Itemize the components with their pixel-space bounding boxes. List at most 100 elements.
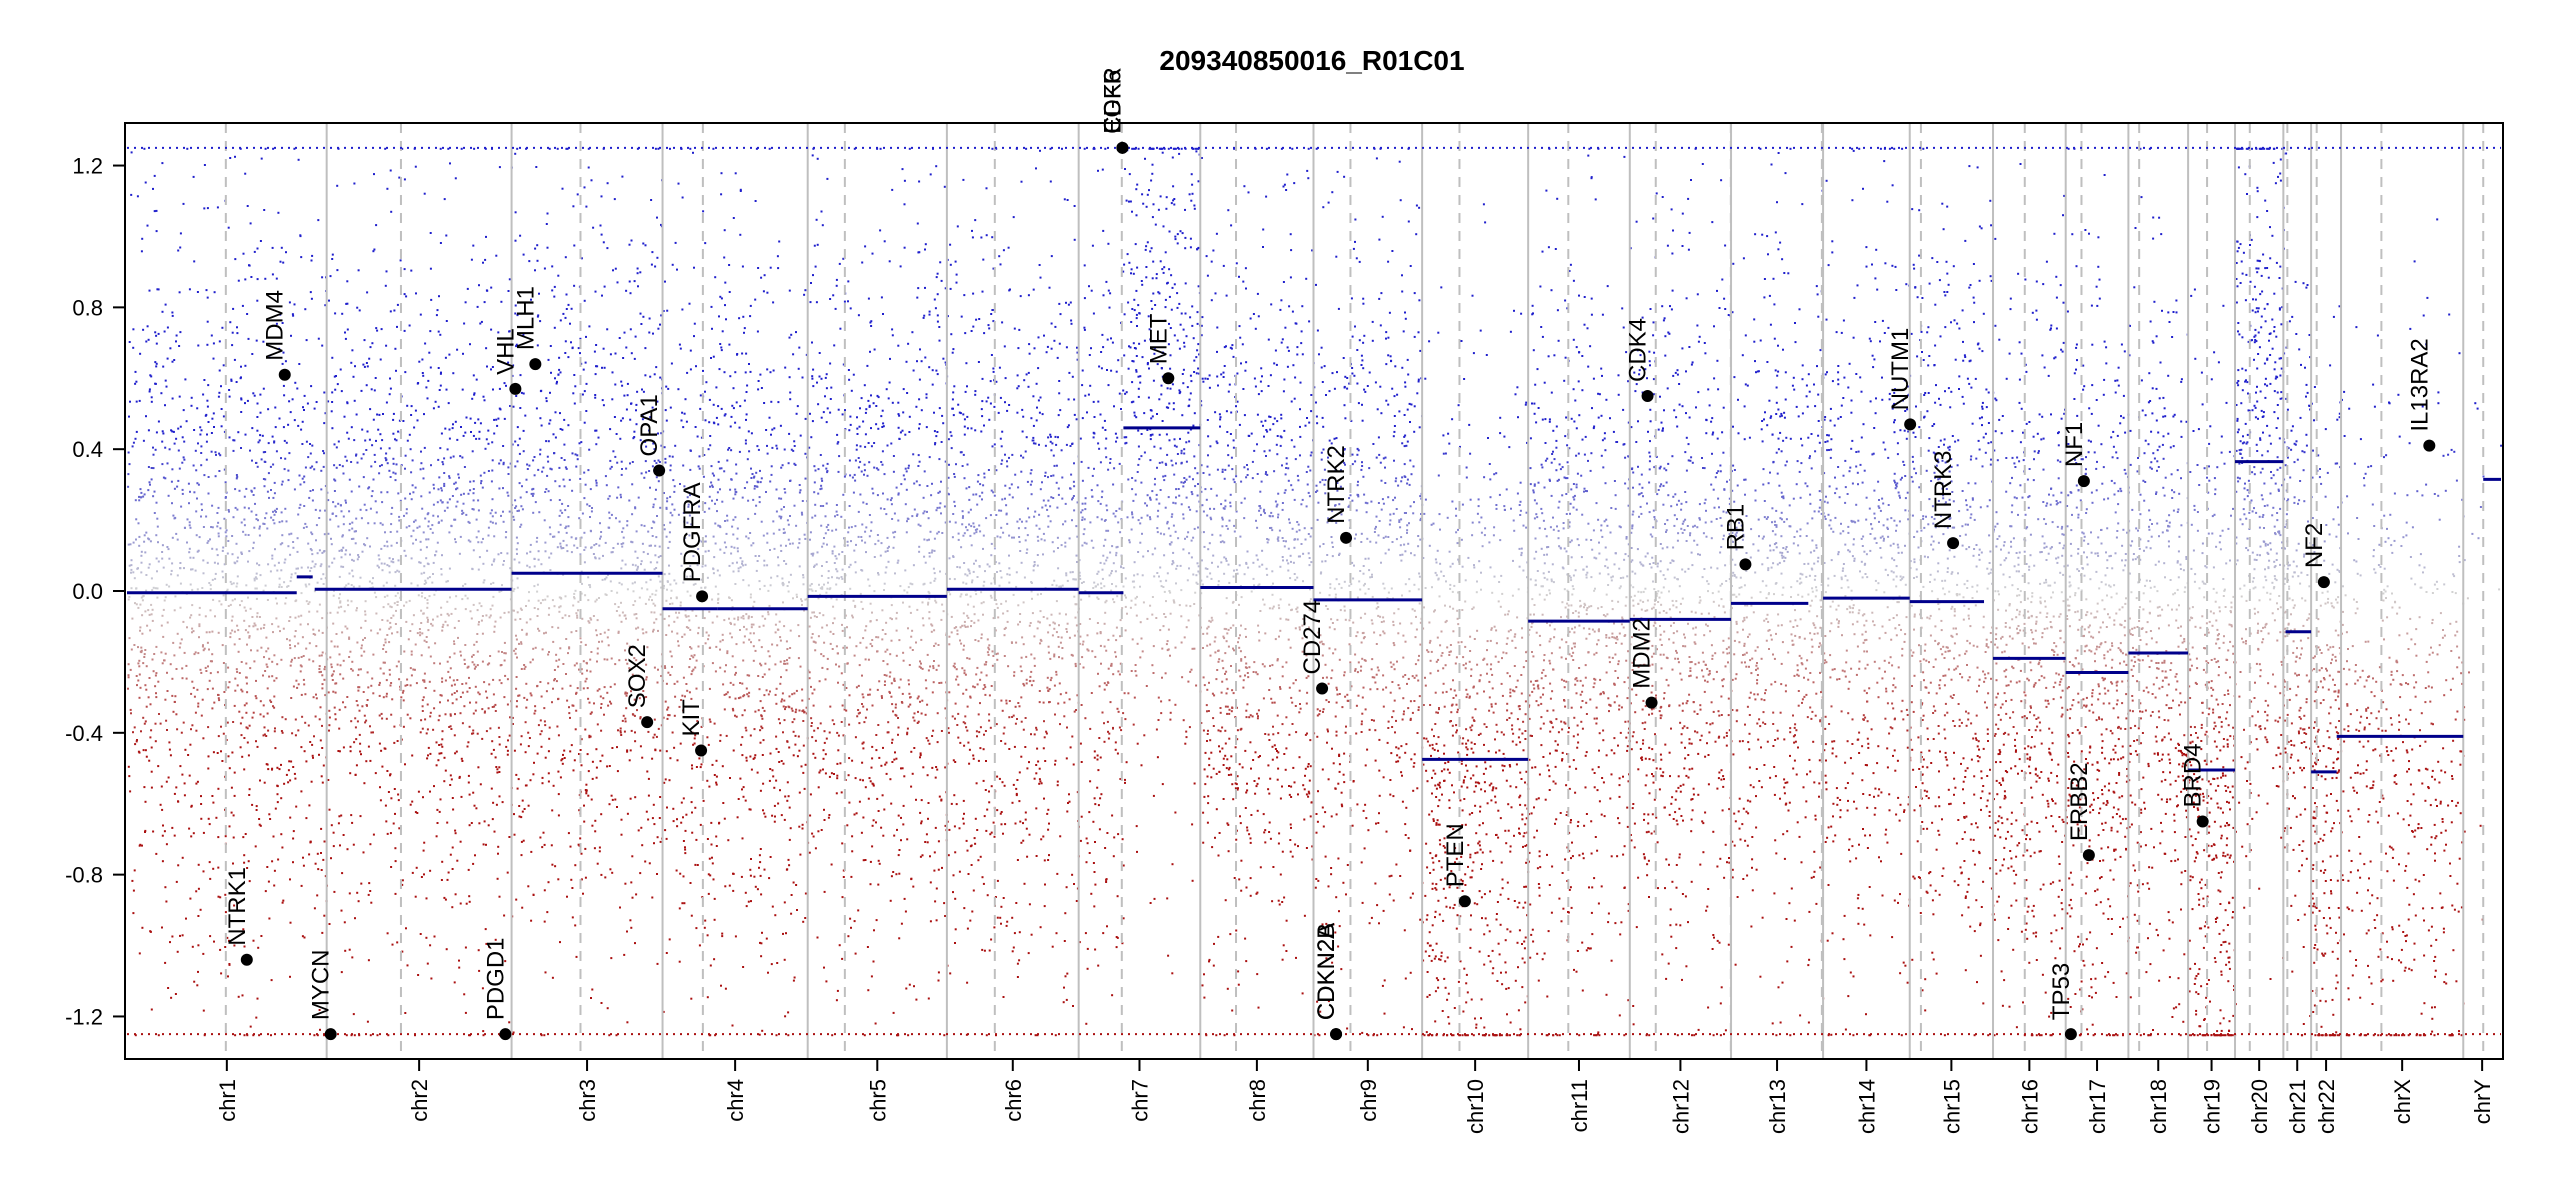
probe-dot [247, 337, 250, 340]
probe-dot [443, 457, 446, 460]
probe-dot [168, 748, 171, 751]
probe-dot [598, 557, 601, 560]
probe-dot [138, 844, 141, 847]
probe-dot [865, 526, 868, 529]
probe-dot [443, 198, 446, 201]
probe-dot [357, 689, 360, 692]
probe-dot [670, 655, 673, 658]
probe-dot [138, 535, 141, 538]
probe-dot [590, 530, 592, 533]
probe-dot [440, 519, 443, 522]
probe-dot [335, 466, 338, 469]
probe-dot [257, 441, 260, 444]
probe-dot [783, 448, 786, 451]
probe-dot [429, 790, 431, 793]
probe-dot [311, 553, 314, 556]
probe-dot [127, 543, 130, 546]
probe-dot [253, 577, 256, 580]
probe-dot [641, 542, 644, 545]
probe-dot [782, 584, 785, 587]
probe-dot [342, 565, 345, 568]
probe-dot [604, 475, 607, 478]
probe-dot [734, 371, 737, 374]
probe-dot [316, 552, 319, 555]
probe-dot [267, 729, 270, 732]
probe-dot [506, 491, 509, 494]
probe-dot [796, 909, 798, 911]
probe-dot [732, 872, 735, 875]
probe-dot [733, 546, 736, 549]
probe-dot [313, 590, 316, 593]
probe-dot [171, 677, 174, 680]
probe-dot [451, 693, 454, 696]
probe-dot [637, 829, 640, 832]
probe-dot [295, 567, 298, 570]
probe-dot [183, 458, 186, 461]
probe-dot [348, 656, 351, 658]
probe-dot [234, 598, 236, 601]
probe-dot [869, 321, 872, 324]
probe-dot [359, 750, 362, 753]
probe-dot [365, 719, 368, 722]
probe-dot [180, 505, 183, 508]
probe-dot [540, 730, 543, 733]
probe-dot [135, 380, 138, 383]
probe-dot [665, 634, 668, 636]
probe-dot [521, 810, 524, 813]
probe-dot [283, 394, 286, 397]
probe-dot [296, 550, 299, 553]
probe-dot [300, 614, 303, 617]
probe-dot [245, 676, 248, 679]
probe-dot [408, 525, 411, 528]
probe-dot [380, 712, 383, 715]
probe-dot [353, 741, 356, 744]
probe-dot [514, 239, 517, 242]
probe-dot [832, 622, 834, 625]
probe-dot [527, 731, 530, 734]
probe-dot [595, 429, 598, 432]
probe-dot [223, 691, 226, 693]
probe-dot [354, 917, 356, 920]
probe-dot [290, 573, 293, 576]
probe-dot [480, 480, 483, 482]
probe-dot [669, 495, 672, 498]
probe-dot [574, 924, 577, 927]
probe-dot [128, 637, 131, 640]
probe-dot [293, 657, 296, 660]
probe-dot [523, 696, 526, 699]
probe-dot [396, 303, 399, 306]
probe-dot [615, 517, 617, 520]
probe-dot [522, 333, 525, 336]
probe-dot [595, 484, 598, 487]
probe-dot [724, 413, 727, 416]
probe-dot [139, 629, 141, 632]
probe-dot [686, 575, 689, 578]
probe-dot [516, 460, 519, 463]
probe-dot [488, 662, 491, 665]
probe-dot [550, 844, 553, 847]
probe-dot [643, 696, 646, 699]
probe-dot [628, 668, 631, 671]
probe-dot [383, 562, 386, 565]
probe-dot [164, 596, 167, 599]
probe-dot [532, 647, 535, 650]
probe-dot [416, 526, 419, 529]
probe-dot [916, 722, 919, 724]
probe-dot [884, 650, 887, 653]
probe-dot [330, 666, 333, 669]
probe-dot [376, 564, 379, 567]
probe-dot [245, 584, 248, 587]
probe-dot [255, 572, 258, 575]
probe-dot [498, 766, 501, 769]
probe-dot [602, 404, 605, 407]
probe-dot [305, 760, 308, 763]
probe-dot [338, 464, 341, 466]
probe-dot [165, 843, 168, 846]
probe-dot [415, 292, 417, 295]
probe-dot [708, 398, 711, 401]
probe-dot [690, 697, 693, 700]
probe-dot [651, 896, 654, 899]
probe-dot [793, 692, 796, 695]
probe-dot [564, 595, 567, 598]
probe-dot [405, 927, 407, 930]
